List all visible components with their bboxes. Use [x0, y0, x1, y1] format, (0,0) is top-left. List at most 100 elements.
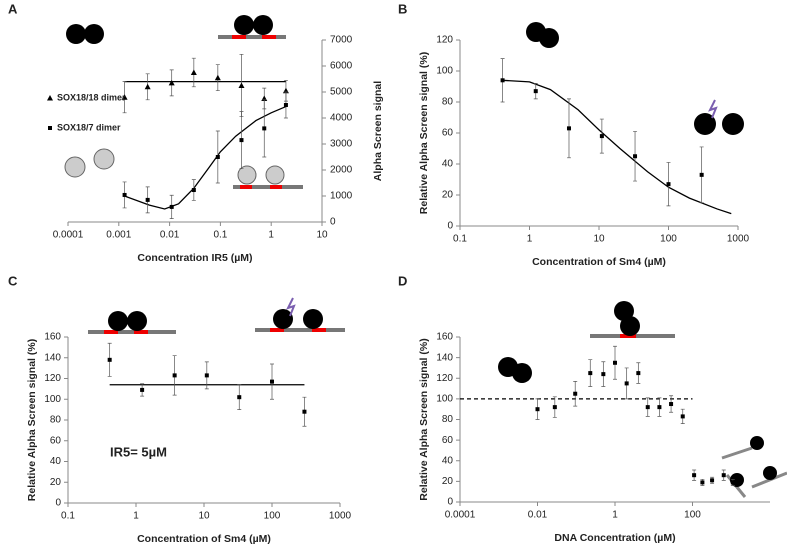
x-axis-label: Concentration of Sm4 (µM): [137, 533, 271, 545]
y-tick-label: 5000: [330, 87, 353, 98]
data-point: [172, 373, 177, 378]
x-tick-label: 100: [660, 234, 677, 245]
data-point: [533, 89, 538, 94]
x-axis-label: Concentration of Sm4 (µM): [532, 256, 666, 268]
data-point: [633, 154, 638, 159]
y-axis-label: Relative Alpha Screen signal (%): [418, 338, 430, 500]
protein-icon: [93, 148, 115, 170]
x-tick-label: 0.01: [528, 510, 548, 521]
legend-marker: [47, 95, 53, 101]
dna-site: [232, 35, 246, 39]
cartoons: [64, 15, 787, 498]
y-tick-label: 40: [442, 455, 454, 466]
protein-icon: [234, 15, 254, 35]
data-point: [730, 480, 735, 485]
dna-icon: [88, 330, 176, 334]
x-tick-label: 10: [593, 234, 605, 245]
data-point: [669, 402, 674, 407]
y-tick-label: 20: [442, 476, 454, 487]
protein-icon: [539, 28, 559, 48]
legend-label: SOX18/7 dimer: [57, 122, 121, 132]
x-tick-label: 0.0001: [445, 510, 476, 521]
data-point: [140, 387, 145, 392]
data-point: [535, 407, 540, 412]
data-point: [168, 79, 175, 86]
y-tick-label: 0: [330, 217, 336, 228]
dna-icon: [255, 328, 345, 332]
data-point: [214, 74, 221, 81]
y-tick-label: 7000: [330, 35, 353, 46]
data-point: [190, 69, 197, 75]
data-point: [666, 182, 671, 187]
y-tick-label: 2000: [330, 165, 353, 176]
data-point: [552, 405, 557, 410]
dna-site: [262, 35, 276, 39]
data-point: [500, 78, 505, 83]
x-tick-label: 0.1: [213, 230, 227, 241]
data-point: [122, 192, 127, 197]
y-tick-label: 80: [50, 415, 62, 426]
fit-line: [502, 79, 732, 215]
dna-site: [270, 328, 284, 332]
y-tick-label: 60: [50, 435, 62, 446]
data-point: [262, 126, 267, 131]
data-point: [657, 405, 662, 410]
x-tick-label: 0.1: [453, 234, 467, 245]
protein-icon: [303, 309, 323, 329]
protein-icon: [763, 466, 777, 480]
inhibitor-icon: [286, 297, 296, 317]
y-tick-label: 160: [44, 332, 61, 343]
data-point: [270, 379, 274, 384]
protein-icon: [722, 113, 744, 135]
data-point: [721, 473, 726, 478]
x-tick-label: 0.01: [160, 230, 180, 241]
y-tick-label: 80: [442, 414, 454, 425]
protein-icon: [108, 311, 128, 331]
protein-icon: [253, 15, 273, 35]
protein-icon: [64, 156, 86, 178]
x-tick-label: 0.001: [106, 230, 131, 241]
protein-icon: [127, 311, 147, 331]
y-tick-label: 160: [436, 332, 453, 343]
y-tick-label: 4000: [330, 113, 353, 124]
y-tick-label: 0: [55, 498, 61, 509]
panel-label: D: [398, 273, 407, 288]
y-tick-label: 40: [442, 159, 454, 170]
y-tick-label: 6000: [330, 61, 353, 72]
data-point: [144, 83, 151, 90]
protein-icon: [614, 301, 634, 321]
x-tick-label: 10: [198, 511, 210, 522]
data-point: [302, 409, 307, 414]
y-axis-label: Relative Alpha Screen signal (%): [26, 339, 38, 501]
protein-icon: [750, 436, 764, 450]
y-tick-label: 80: [442, 97, 454, 108]
x-tick-label: 1000: [329, 511, 352, 522]
data-point: [710, 478, 715, 483]
y-tick-label: 140: [44, 352, 61, 363]
y-tick-label: 100: [44, 394, 61, 405]
dna-site: [312, 328, 326, 332]
y-tick-label: 140: [436, 352, 453, 363]
x-tick-label: 10: [316, 230, 328, 241]
data-point: [599, 134, 604, 139]
x-tick-label: 1: [133, 511, 139, 522]
y-tick-label: 60: [442, 128, 454, 139]
fit-line: [124, 105, 287, 210]
data-point: [692, 473, 697, 478]
inhibitor-icon: [708, 99, 718, 119]
data-point: [573, 391, 578, 396]
dna-site: [270, 185, 282, 189]
protein-icon: [237, 165, 257, 185]
x-tick-label: 1: [268, 230, 274, 241]
y-tick-label: 20: [442, 190, 454, 201]
x-tick-label: 1000: [727, 234, 750, 245]
y-tick-label: 20: [50, 477, 62, 488]
y-tick-label: 40: [50, 456, 62, 467]
legend-label: SOX18/18 dimer: [57, 92, 126, 102]
y-axis-label: Alpha Screen signal: [372, 81, 384, 181]
data-point: [238, 82, 245, 88]
protein-icon: [66, 24, 86, 44]
legend-marker: [48, 126, 52, 130]
dna-icon: [233, 185, 303, 189]
